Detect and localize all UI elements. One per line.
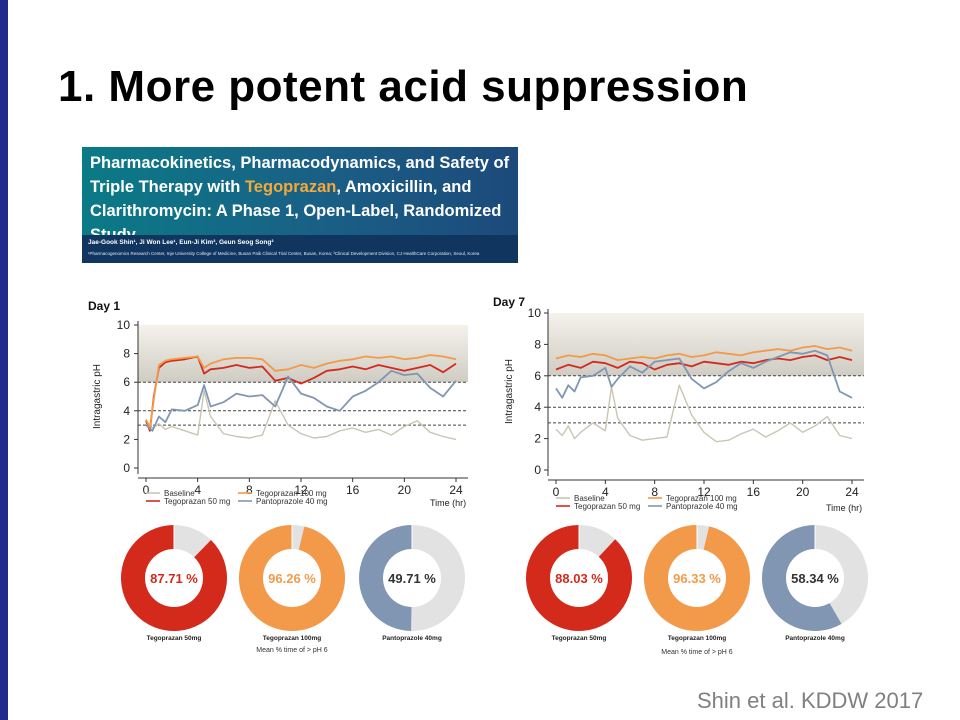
- donut-slice: [525, 525, 632, 631]
- y-tick-label: 8: [123, 347, 130, 361]
- paper-title: Pharmacokinetics, Pharmacodynamics, and …: [90, 151, 514, 247]
- x-tick-label: 24: [449, 483, 463, 497]
- ph6-shaded-region: [548, 313, 864, 376]
- donut-caption: Mean % time of > pH 6: [661, 649, 733, 656]
- donut-remainder: [644, 525, 750, 631]
- donut-value-label: 49.71 %: [388, 571, 436, 586]
- x-tick-label: 4: [602, 485, 609, 499]
- paper-affiliations: ¹Pharmacogenomics Research Center, Inje …: [88, 251, 480, 256]
- y-tick-label: 10: [117, 318, 131, 332]
- chart-title: Day 1: [88, 299, 120, 313]
- y-tick-label: 10: [528, 306, 542, 320]
- x-tick-label: 8: [246, 483, 253, 497]
- series-line-baseline: [145, 390, 457, 441]
- x-tick-label: 20: [398, 483, 412, 497]
- x-tick-label: 20: [796, 485, 810, 499]
- paper-title-part2: , Amoxicillin, and Clarithromycin: A Pha…: [90, 178, 502, 244]
- series-line-panto40: [145, 369, 457, 432]
- donut-slice: [644, 525, 751, 631]
- paper-title-part1: Pharmacokinetics, Pharmacodynamics, and …: [90, 154, 510, 196]
- legend-label-tego50: Tegoprazan 50 mg: [574, 502, 640, 511]
- donut-category-label: Tegoprazan 50mg: [147, 635, 202, 642]
- donut-remainder: [526, 525, 632, 631]
- donut-slice: [359, 525, 412, 631]
- y-tick-label: 4: [534, 400, 541, 414]
- legend-label-panto40: Pantoprazole 40 mg: [666, 502, 738, 511]
- ph6-shaded-region: [138, 325, 468, 383]
- donut-group-day-1: 87.71 % Tegoprazan 50mg 96.26 % Tegoprazan …: [121, 525, 465, 654]
- donut-value-label: 96.33 %: [673, 571, 721, 586]
- legend-label-tego100: Tegoprazan 100 mg: [256, 489, 327, 498]
- y-tick-label: 2: [123, 432, 130, 446]
- x-tick-label: 0: [143, 483, 150, 497]
- series-line-tego100: [145, 354, 457, 429]
- slide-left-accent-bar: [0, 0, 8, 720]
- y-tick-label: 2: [534, 432, 541, 446]
- donut-group-day-7: 88.03 % Tegoprazan 50mg 96.33 % Tegoprazan …: [525, 525, 868, 656]
- legend-label-tego50: Tegoprazan 50 mg: [164, 497, 230, 506]
- chart-title: Day 7: [493, 295, 525, 309]
- donut-caption: Mean % time of > pH 6: [256, 647, 328, 654]
- x-tick-label: 24: [845, 485, 859, 499]
- donut-remainder: [359, 525, 465, 631]
- legend-label-panto40: Pantoprazole 40 mg: [256, 497, 328, 506]
- x-axis-label: Time (hr): [826, 503, 862, 513]
- y-axis-label: Intragastric pH: [504, 359, 515, 424]
- paper-title-banner: Pharmacokinetics, Pharmacodynamics, and …: [82, 147, 518, 263]
- paper-authors: Jae-Gook Shin¹, Ji Won Lee¹, Eun-Ji Kim²…: [88, 239, 274, 246]
- donut-category-label: Tegoprazan 100mg: [263, 635, 321, 642]
- legend-label-baseline: Baseline: [164, 489, 195, 498]
- donut-category-label: Tegoprazan 100mg: [668, 635, 726, 642]
- donut-value-label: 58.34 %: [791, 571, 839, 586]
- y-tick-label: 0: [534, 463, 541, 477]
- x-tick-label: 8: [651, 485, 658, 499]
- series-line-baseline: [555, 384, 853, 443]
- x-tick-label: 16: [346, 483, 360, 497]
- donut-remainder: [121, 525, 227, 631]
- y-axis-label: Intragastric pH: [92, 364, 103, 429]
- donut-remainder: [239, 525, 345, 631]
- donut-slice: [238, 525, 345, 631]
- y-tick-label: 0: [123, 461, 130, 475]
- donut-value-label: 88.03 %: [555, 571, 603, 586]
- legend-label-baseline: Baseline: [574, 494, 605, 503]
- citation: Shin et al. KDDW 2017: [697, 688, 924, 713]
- x-tick-label: 12: [294, 483, 308, 497]
- donut-remainder: [762, 525, 868, 631]
- donut-slice: [121, 525, 228, 631]
- y-tick-label: 8: [534, 337, 541, 351]
- slide-title: 1. More potent acid suppression: [58, 62, 749, 111]
- donut-value-label: 87.71 %: [150, 571, 198, 586]
- donut-category-label: Pantoprazole 40mg: [785, 635, 845, 642]
- series-line-tego50: [145, 355, 457, 432]
- x-tick-label: 16: [747, 485, 761, 499]
- series-line-tego50: [555, 354, 853, 371]
- x-tick-label: 0: [553, 485, 560, 499]
- paper-title-highlight: Tegoprazan: [244, 178, 337, 196]
- donut-value-label: 96.26 %: [268, 571, 316, 586]
- donut-hole: [550, 549, 608, 607]
- series-line-panto40: [555, 349, 853, 399]
- series-line-tego100: [555, 345, 853, 362]
- legend-label-tego100: Tegoprazan 100 mg: [666, 494, 737, 503]
- x-axis-label: Time (hr): [430, 498, 466, 508]
- donut-hole: [786, 549, 844, 607]
- donut-hole: [263, 549, 321, 607]
- donut-hole: [668, 549, 726, 607]
- x-tick-label: 4: [194, 483, 201, 497]
- donut-category-label: Tegoprazan 50mg: [552, 635, 607, 642]
- donut-hole: [383, 549, 441, 607]
- x-tick-label: 12: [697, 485, 711, 499]
- y-tick-label: 6: [534, 369, 541, 383]
- donut-category-label: Pantoprazole 40mg: [382, 635, 442, 642]
- donut-slice: [762, 525, 842, 631]
- y-tick-label: 4: [123, 404, 130, 418]
- paper-author-strip: [82, 235, 518, 263]
- donut-hole: [145, 549, 203, 607]
- y-tick-label: 6: [123, 375, 130, 389]
